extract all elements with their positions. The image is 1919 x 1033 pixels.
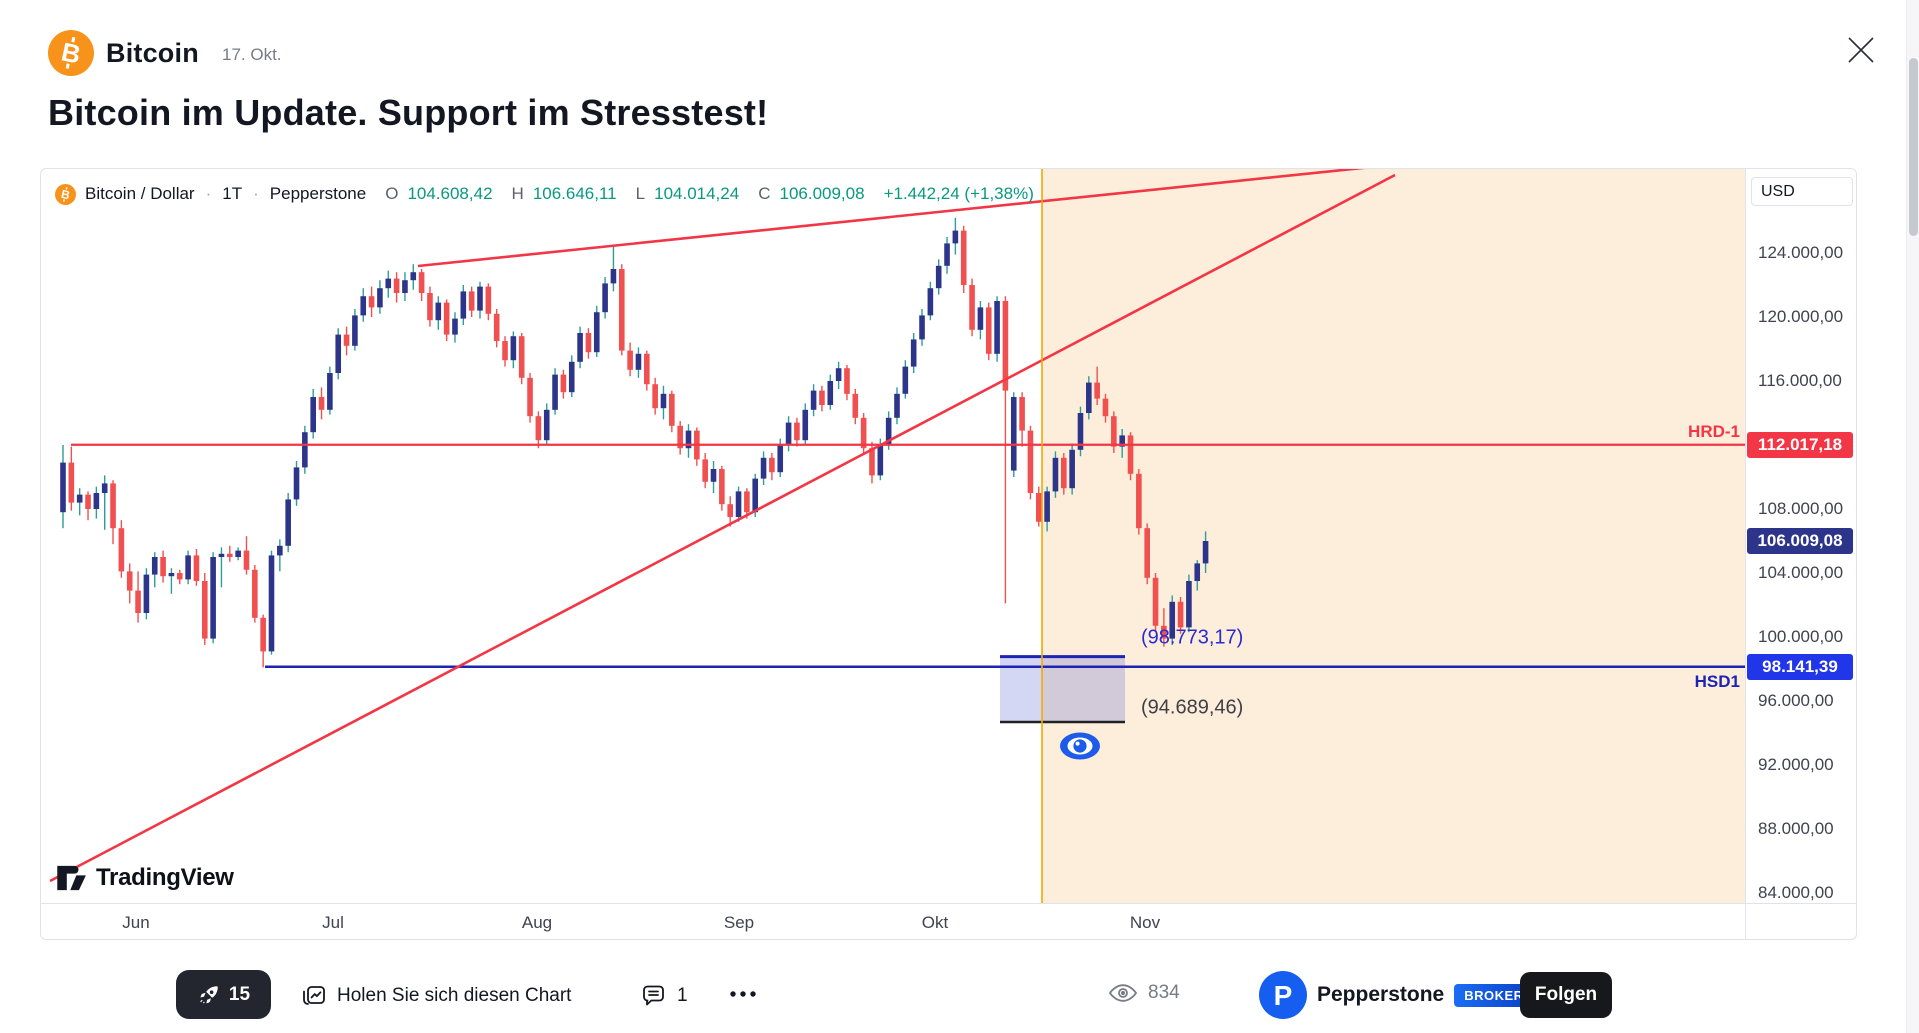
price-tick: 104.000,00: [1758, 563, 1844, 582]
time-tick: Nov: [1129, 913, 1161, 932]
price-tick: 124.000,00: [1758, 243, 1844, 262]
price-chart-canvas[interactable]: (98.773,17) (94.689,46): [41, 169, 1745, 903]
time-tick: Sep: [723, 913, 755, 932]
follow-button[interactable]: Folgen: [1520, 972, 1612, 1018]
price-tick: 100.000,00: [1758, 627, 1844, 646]
close-label: C: [758, 184, 771, 203]
close-icon[interactable]: [1841, 30, 1881, 70]
high-label: H: [511, 184, 524, 203]
page-title: Bitcoin im Update. Support im Stresstest…: [48, 92, 769, 133]
get-chart-label: Holen Sie sich diesen Chart: [337, 984, 572, 1006]
views-eye-icon: [1108, 984, 1138, 1002]
time-tick: Jul: [322, 913, 344, 932]
comment-icon: [643, 985, 664, 1006]
broker-name: Pepperstone: [1317, 983, 1445, 1006]
time-axis-divider: [41, 903, 1856, 904]
trendline-2: [49, 173, 1396, 883]
open-value: 104.608,42: [407, 184, 493, 203]
zone-top-annotation: (98.773,17): [1141, 627, 1243, 649]
symbol-pair: Bitcoin / Dollar: [85, 184, 195, 203]
comments-button[interactable]: 1: [640, 982, 688, 1009]
price-axis-divider: [1745, 169, 1746, 939]
svg-text:P: P: [1274, 980, 1293, 1011]
svg-text:B: B: [60, 186, 72, 202]
legend-separator: ·: [253, 184, 259, 203]
coin-name: Bitcoin: [106, 38, 199, 68]
time-tick: Okt: [921, 913, 949, 932]
change-value: +1.442,24 (+1,38%): [883, 184, 1034, 203]
tradingview-watermark[interactable]: TradingView: [57, 864, 234, 892]
time-tick: Aug: [521, 913, 553, 932]
resistance-label: HRD-1: [1688, 421, 1740, 441]
time-tick: Jun: [122, 913, 150, 932]
zone-bottom-annotation: (94.689,46): [1141, 696, 1243, 718]
broker-link[interactable]: P Pepperstone BROKER: [1259, 971, 1534, 1019]
currency-selector[interactable]: USD: [1751, 177, 1853, 206]
price-tick: 120.000,00: [1758, 307, 1844, 326]
trendline-1: [417, 169, 1366, 268]
get-chart-button[interactable]: Holen Sie sich diesen Chart: [300, 982, 571, 1009]
rocket-icon: [200, 985, 218, 1003]
price-tick: 84.000,00: [1758, 883, 1834, 902]
price-tick: 92.000,00: [1758, 755, 1834, 774]
visibility-eye-marker[interactable]: [1060, 732, 1100, 760]
more-options-icon[interactable]: [729, 988, 759, 1000]
price-tick: 116.000,00: [1758, 371, 1842, 390]
last-price-badge: 106.009,08: [1747, 527, 1853, 554]
support-price-badge: 98.141,39: [1747, 653, 1853, 680]
post-date: 17. Okt.: [222, 45, 282, 64]
page-scrollbar[interactable]: [1906, 0, 1919, 1033]
price-tick: 108.000,00: [1758, 499, 1844, 518]
resistance-price-badge: 112.017,18: [1747, 431, 1853, 458]
high-value: 106.646,11: [532, 184, 617, 203]
post-publication-region: [1042, 169, 1745, 903]
broker-badge: BROKER: [1454, 983, 1534, 1007]
low-label: L: [635, 184, 646, 203]
close-value: 106.009,08: [779, 184, 865, 203]
legend-separator: ·: [205, 184, 212, 203]
price-tick: 96.000,00: [1758, 691, 1834, 710]
comment-count: 1: [677, 984, 688, 1006]
tradingview-label: TradingView: [96, 864, 234, 891]
view-count-value: 834: [1148, 982, 1180, 1003]
bitcoin-symbol-icon: B: [55, 183, 76, 205]
low-value: 104.014,24: [654, 184, 740, 203]
copy-chart-icon: [303, 986, 325, 1005]
tradingview-logo-icon: [57, 865, 86, 891]
symbol-broker: Pepperstone: [269, 184, 367, 203]
price-tick: 88.000,00: [1758, 819, 1834, 838]
open-label: O: [385, 184, 399, 203]
symbol-legend[interactable]: B Bitcoin / Dollar · 1T · Pepperstone O …: [55, 182, 1034, 206]
scrollbar-thumb[interactable]: [1909, 58, 1918, 236]
symbol-timeframe: 1T: [222, 184, 243, 203]
view-count: 834: [1108, 982, 1180, 1004]
support-label: HSD1: [1694, 671, 1740, 691]
boost-count: 15: [228, 983, 251, 1005]
pepperstone-logo-icon: P: [1259, 971, 1307, 1019]
bitcoin-logo-icon: B: [48, 30, 94, 76]
boost-button[interactable]: 15: [176, 970, 271, 1019]
